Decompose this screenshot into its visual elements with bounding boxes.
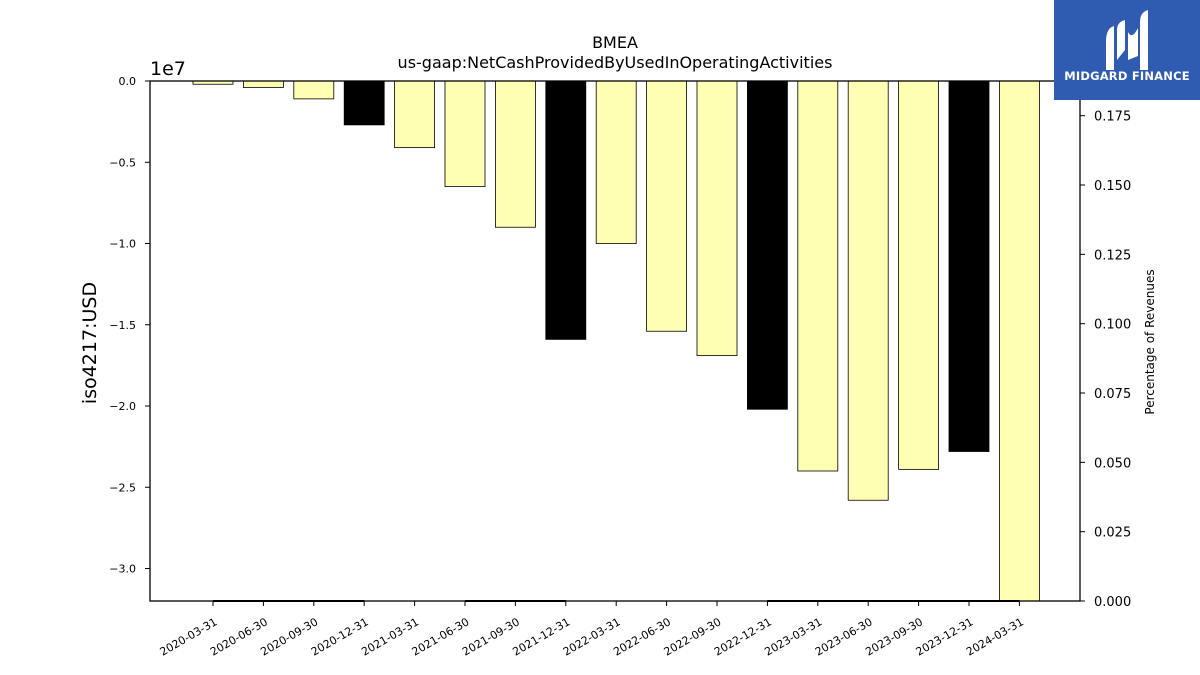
bar-2022-09-30 — [696, 80, 738, 357]
y2-tick-label: 0.075 — [1094, 387, 1131, 402]
brand-logo: MIDGARD FINANCE — [1054, 0, 1200, 100]
bar-2022-03-31 — [595, 80, 637, 244]
x-tick-label: 2024-03-31 — [964, 615, 1026, 658]
y2-tick-label: 0.175 — [1094, 110, 1131, 125]
bars-group — [192, 80, 1040, 602]
bar-2020-12-31 — [343, 80, 385, 126]
x-axis-ticks: 2020-03-312020-06-302020-09-302020-12-31… — [158, 601, 1026, 659]
bar-2020-09-30 — [293, 80, 335, 100]
bar-2023-06-30 — [847, 80, 889, 501]
y-tick-label: −2.0 — [109, 400, 136, 413]
y2-tick-label: 0.125 — [1094, 248, 1131, 263]
y2-axis-ticks: 0.000 0.025 0.050 0.075 0.100 0.125 0.150 0.175 — [1080, 110, 1131, 610]
y2-tick-label: 0.100 — [1094, 318, 1131, 333]
bar-2021-03-31 — [394, 80, 436, 149]
bar-2024-03-31 — [999, 80, 1040, 602]
chart-title: BMEA — [592, 33, 638, 52]
bar-2023-03-31 — [797, 80, 839, 472]
bar-2021-09-30 — [494, 80, 536, 228]
y2-tick-label: 0.025 — [1094, 526, 1131, 541]
y-tick-label: −0.5 — [109, 156, 136, 169]
y-axis-ticks: 0.0 −0.5 −1.0 −1.5 −2.0 −2.5 −3.0 — [109, 75, 150, 576]
y-axis-label: iso4217:USD — [79, 282, 101, 404]
bar-2022-06-30 — [646, 80, 687, 332]
y-tick-label: 0.0 — [119, 75, 137, 88]
bar-2023-12-31 — [948, 80, 990, 452]
y-axis-offset-label: 1e7 — [150, 58, 186, 80]
bar-2020-06-30 — [242, 80, 284, 88]
y2-tick-label: 0.050 — [1094, 456, 1131, 471]
y-tick-label: −2.5 — [109, 481, 136, 494]
bar-2021-12-31 — [545, 80, 587, 340]
bar-2021-06-30 — [444, 80, 486, 188]
midgard-logo-icon — [1106, 10, 1148, 70]
brand-logo-text: MIDGARD FINANCE — [1064, 69, 1190, 83]
chart-subtitle: us-gaap:NetCashProvidedByUsedInOperating… — [398, 53, 833, 72]
bar-2023-09-30 — [898, 80, 939, 470]
y2-tick-label: 0.000 — [1094, 595, 1131, 610]
y-tick-label: −1.5 — [109, 319, 136, 332]
bar-2022-12-31 — [747, 80, 788, 410]
y-tick-label: −3.0 — [109, 563, 136, 576]
plot-frame — [149, 80, 1081, 602]
y2-axis-label: Percentage of Revenues — [1143, 269, 1157, 414]
y-tick-label: −1.0 — [109, 238, 136, 251]
y2-tick-label: 0.150 — [1094, 179, 1131, 194]
